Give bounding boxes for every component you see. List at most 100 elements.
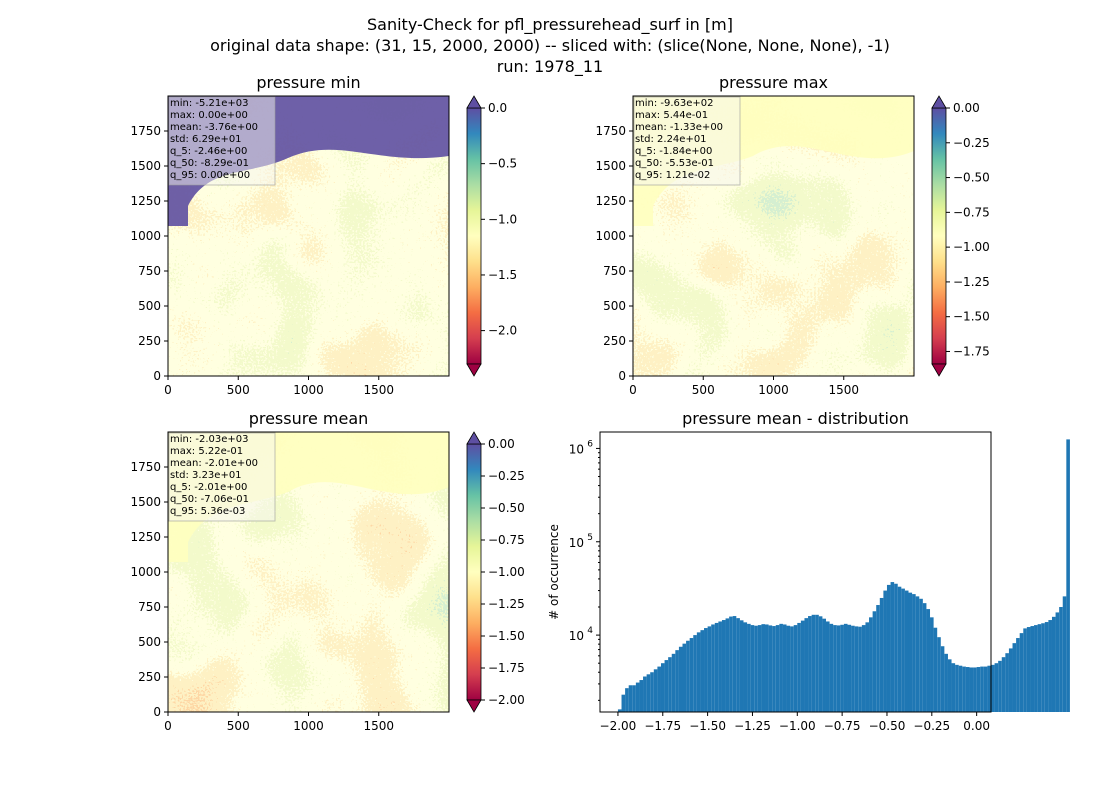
histogram-bar bbox=[937, 637, 941, 712]
histogram-bar bbox=[973, 667, 977, 712]
histogram-bar bbox=[886, 584, 891, 712]
histogram-bar bbox=[879, 597, 884, 712]
histogram-bar bbox=[700, 630, 705, 712]
histogram-bar bbox=[1019, 633, 1024, 712]
histogram-bar bbox=[754, 625, 758, 712]
histogram-bar bbox=[991, 664, 995, 712]
histogram-bar bbox=[668, 657, 672, 712]
histogram-bar bbox=[689, 638, 694, 712]
heatmap-panel-1: pressure min 0 500 1000 1500 0 250 500 750 1000 12… bbox=[130, 73, 517, 397]
x-tick-label: 500 bbox=[227, 719, 250, 733]
histogram-bar bbox=[983, 666, 988, 712]
histogram-bar bbox=[1030, 626, 1035, 712]
heatmap-panel-3: pressure mean 0 500 1000 1500 0 250 500 750 1000 1… bbox=[130, 409, 524, 733]
y-tick-label: 1500 bbox=[130, 159, 161, 173]
stats-line: mean: -2.01e+00 bbox=[170, 458, 258, 469]
y-tick-label: 1000 bbox=[130, 229, 161, 243]
colorbar-extend-min bbox=[466, 363, 482, 377]
colorbar-gradient bbox=[466, 107, 482, 365]
x-tick-label: 500 bbox=[227, 383, 250, 397]
histogram-bar bbox=[671, 653, 676, 712]
histogram-bar bbox=[912, 594, 916, 712]
histogram-bar bbox=[750, 625, 755, 712]
y-tick-label: 10 bbox=[569, 442, 584, 456]
histogram-bar bbox=[998, 660, 1002, 712]
panel-title: pressure mean bbox=[249, 409, 369, 428]
axes-frame bbox=[599, 431, 992, 713]
y-tick-label: 1000 bbox=[130, 565, 161, 579]
histogram-bar bbox=[1034, 625, 1038, 712]
histogram-bar bbox=[962, 666, 966, 712]
colorbar-tick-label: −0.5 bbox=[488, 157, 517, 171]
histogram-bar bbox=[987, 665, 991, 712]
colorbar-tick-label: −1.75 bbox=[953, 344, 990, 358]
histogram-bar bbox=[761, 624, 766, 712]
histogram-bar bbox=[653, 669, 658, 712]
colorbar-tick-label: −0.50 bbox=[488, 501, 525, 515]
histogram-bar bbox=[858, 626, 862, 712]
stats-line: std: 3.23e+01 bbox=[170, 470, 242, 481]
figure-title-line-3: run: 1978_11 bbox=[497, 57, 603, 77]
x-tick-label: 1500 bbox=[363, 719, 394, 733]
histogram-bar bbox=[922, 603, 927, 712]
histogram-bar bbox=[1044, 622, 1049, 712]
histogram-bar bbox=[1041, 623, 1045, 712]
histogram-bar bbox=[908, 592, 913, 712]
x-tick-label: −1.00 bbox=[779, 719, 816, 733]
histogram-bar bbox=[969, 667, 974, 712]
stats-line: std: 6.29e+01 bbox=[170, 134, 242, 145]
y-tick-label: 1000 bbox=[595, 229, 626, 243]
colorbar-tick-label: −0.25 bbox=[488, 469, 525, 483]
x-tick-label: −0.75 bbox=[824, 719, 861, 733]
histogram-bar bbox=[1026, 627, 1031, 712]
colorbar-tick-label: −1.50 bbox=[953, 310, 990, 324]
histogram-bar bbox=[775, 625, 780, 712]
histogram-bar bbox=[675, 650, 679, 712]
stats-line: max: 5.44e-01 bbox=[635, 110, 708, 121]
histogram-bar bbox=[808, 616, 812, 712]
histogram-bar bbox=[625, 688, 629, 712]
y-tick-label: 250 bbox=[603, 334, 626, 348]
x-tick-label: −2.00 bbox=[600, 719, 637, 733]
stats-line: q_50: -7.06e-01 bbox=[170, 494, 249, 505]
x-tick-label: −1.75 bbox=[644, 719, 681, 733]
colorbar-tick-label: −1.50 bbox=[488, 629, 525, 643]
x-tick-label: 1000 bbox=[758, 383, 789, 397]
panel-title: pressure min bbox=[256, 73, 360, 92]
histogram-bar bbox=[639, 680, 644, 712]
histogram-bar bbox=[628, 685, 633, 712]
histogram-bar bbox=[811, 614, 816, 712]
histogram-bar bbox=[818, 616, 823, 712]
histogram-bar bbox=[632, 685, 636, 712]
colorbar-tick-label: −2.0 bbox=[488, 324, 517, 338]
histogram-bar bbox=[872, 611, 877, 712]
histogram-bar bbox=[815, 614, 819, 712]
stats-line: min: -9.63e+02 bbox=[635, 98, 714, 109]
x-tick-label: −0.25 bbox=[913, 719, 950, 733]
colorbar-tick-label: 0.00 bbox=[488, 437, 515, 451]
y-tick-label: 0 bbox=[153, 369, 161, 383]
histogram-bar bbox=[707, 626, 712, 712]
histogram-bar bbox=[1055, 612, 1060, 712]
x-tick-label: 1000 bbox=[293, 719, 324, 733]
histogram-bar bbox=[919, 598, 923, 712]
y-tick-label: 10 bbox=[569, 629, 584, 643]
histogram-bar bbox=[693, 635, 697, 712]
stats-box-bg bbox=[168, 96, 276, 186]
y-tick-label: 500 bbox=[138, 299, 161, 313]
panel-title: pressure max bbox=[719, 73, 828, 92]
histogram-bar bbox=[869, 617, 873, 712]
x-tick-label: 0 bbox=[164, 383, 172, 397]
histogram-bar bbox=[800, 620, 805, 712]
y-tick-label: 500 bbox=[138, 635, 161, 649]
y-tick-label: 1750 bbox=[130, 460, 161, 474]
histogram-bar bbox=[765, 624, 769, 712]
histogram-bar bbox=[657, 666, 661, 712]
stats-line: q_95: 0.00e+00 bbox=[170, 170, 250, 181]
histogram-bar bbox=[865, 622, 870, 712]
histogram-bar bbox=[1005, 653, 1009, 712]
colorbar-extend-max bbox=[931, 95, 947, 109]
histogram-bar bbox=[790, 626, 794, 712]
histogram-bar bbox=[980, 666, 984, 712]
histogram-panel: pressure mean - distribution −2.00 −1.75 −1… bbox=[547, 409, 1070, 733]
